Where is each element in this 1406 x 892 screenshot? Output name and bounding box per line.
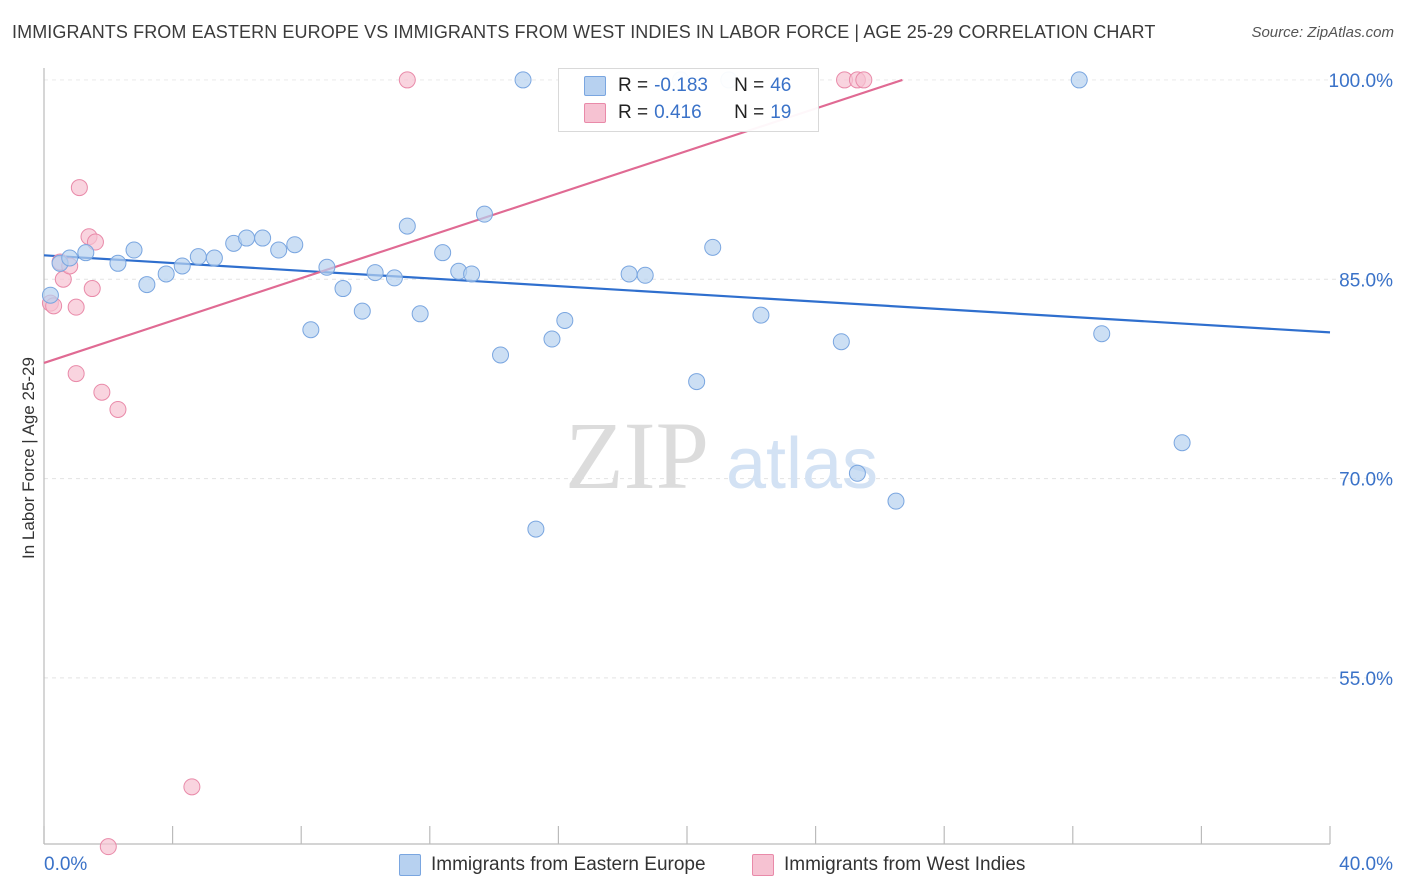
data-point-blue [1093,325,1111,343]
data-point-blue [556,311,574,329]
data-point-blue [318,258,336,276]
legend-n-value: 19 [770,102,792,123]
data-point-blue [385,269,403,287]
legend-swatch-blue [584,76,606,96]
series-name-eastern-europe: Immigrants from Eastern Europe [431,854,706,875]
data-point-blue [688,373,706,391]
data-point-blue [887,492,905,510]
data-point-blue [366,264,384,282]
data-point-blue [832,333,850,351]
data-point-blue [270,241,288,259]
data-point-pink [109,400,127,418]
data-point-blue [411,305,429,323]
series-legend-west-indies: Immigrants from West Indies [752,852,1025,878]
data-point-pink [855,71,873,89]
data-point-blue [189,248,207,266]
data-point-blue [463,265,481,283]
data-point-pink [83,280,101,298]
axes [43,68,1331,845]
legend-r-label: R = [618,75,649,96]
watermark-zip: ZIP [565,402,709,509]
legend-swatch-pink [584,103,606,123]
series-swatch-pink [752,854,774,876]
data-point-pink [93,383,111,401]
data-point-blue [527,520,545,538]
legend-n-label: N = [734,75,765,96]
data-point-blue [41,286,59,304]
data-point-blue [77,244,95,262]
chart-title: IMMIGRANTS FROM EASTERN EUROPE VS IMMIGR… [12,22,1156,42]
data-points [41,71,1191,856]
data-point-blue [1070,71,1088,89]
legend-n-value: 46 [770,75,792,96]
data-point-blue [752,306,770,324]
data-point-blue [1173,434,1191,452]
y-tick-label: 100.0% [1329,71,1394,92]
legend-r-label: R = [618,102,649,123]
data-point-blue [353,302,371,320]
data-point-pink [67,365,85,383]
data-point-blue [61,249,79,267]
data-point-blue [125,241,143,259]
data-point-pink [67,298,85,316]
data-point-blue [848,464,866,482]
legend-row-eastern-europe: R = -0.183 N = 46 [584,73,791,99]
data-point-blue [620,265,638,283]
legend-row-west-indies: R = 0.416 N = 19 [584,100,791,126]
data-point-blue [109,254,127,272]
chart-source: Source: ZipAtlas.com [1251,24,1394,41]
data-point-blue [334,280,352,298]
data-point-blue [254,229,272,247]
data-point-blue [238,229,256,247]
data-point-pink [70,179,88,197]
data-point-blue [157,265,175,283]
y-tick-label: 85.0% [1339,270,1393,291]
data-point-blue [475,205,493,223]
data-point-blue [704,238,722,256]
data-point-blue [286,236,304,254]
data-point-pink [86,233,104,251]
data-point-blue [173,257,191,275]
data-point-pink [398,71,416,89]
gridlines [44,79,1394,679]
trend-line-blue [43,254,1331,334]
legend-n-label: N = [734,102,765,123]
series-legend-eastern-europe: Immigrants from Eastern Europe [399,852,706,878]
series-name-west-indies: Immigrants from West Indies [784,854,1026,875]
data-point-blue [636,266,654,284]
legend-r-value: -0.183 [654,75,708,96]
y-tick-label: 55.0% [1339,669,1393,690]
correlation-legend: R = -0.183 N = 46 R = 0.416 N = 19 [558,68,819,132]
legend-r-value: 0.416 [654,102,702,123]
data-point-blue [514,71,532,89]
data-point-pink [183,778,201,796]
data-point-blue [138,276,156,294]
y-tick-label: 70.0% [1339,470,1393,491]
y-tick-labels: 55.0% 70.0% 85.0% 100.0% [1329,71,1394,690]
data-point-blue [543,330,561,348]
watermark: ZIP atlas [565,402,878,509]
data-point-blue [434,244,452,262]
data-point-pink [99,838,117,856]
data-point-blue [492,346,510,364]
series-swatch-blue [399,854,421,876]
watermark-atlas: atlas [726,424,878,504]
data-point-blue [205,249,223,267]
data-point-blue [398,217,416,235]
data-point-blue [302,321,320,339]
x-tick-label: 0.0% [44,854,87,875]
x-tick-label: 40.0% [1339,854,1393,875]
x-tick-labels: 0.0% 40.0% [44,854,1393,875]
